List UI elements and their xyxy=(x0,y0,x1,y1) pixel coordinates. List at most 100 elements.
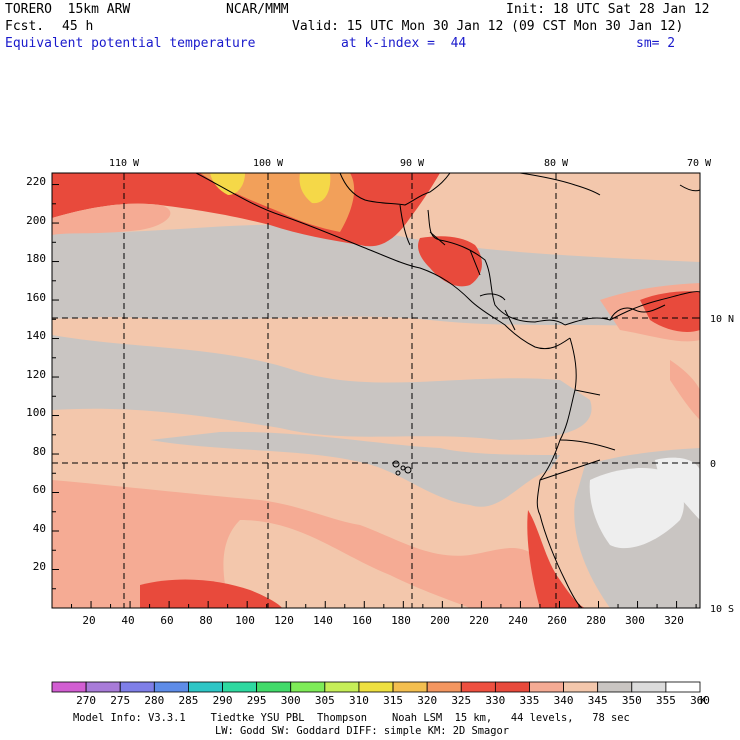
colorbar-level-label: 360 xyxy=(690,694,710,707)
left-axis-labels: 220 200 180 160 140 120 100 80 60 40 20 xyxy=(26,175,46,573)
colorbar-level-label: 280 xyxy=(144,694,164,707)
x-tick-280: 280 xyxy=(586,614,606,627)
colorbar-level-label: 290 xyxy=(213,694,233,707)
colorbar-swatch xyxy=(563,681,599,693)
field-name: Equivalent potential temperature xyxy=(5,36,256,51)
model-name: TORERO 15km ARW xyxy=(5,2,131,17)
x-tick-260: 260 xyxy=(547,614,567,627)
y-tick-120: 120 xyxy=(26,368,46,381)
colorbar-level-label: 310 xyxy=(349,694,369,707)
colorbar-swatch xyxy=(188,681,223,693)
map-frame xyxy=(51,172,701,609)
hot-peru-coast xyxy=(527,510,585,608)
colorbar-level-label: 350 xyxy=(622,694,642,707)
colorbar-swatch xyxy=(597,681,633,693)
galapagos xyxy=(392,460,412,476)
graticule xyxy=(52,173,700,608)
x-tick-200: 200 xyxy=(430,614,450,627)
valid-time: Valid: 15 UTC Mon 30 Jan 12 (09 CST Mon … xyxy=(292,19,684,34)
lon-label-100w: 100 W xyxy=(253,158,284,169)
x-tick-120: 120 xyxy=(274,614,294,627)
colorbar-swatch xyxy=(426,681,462,693)
lon-label-80w: 80 W xyxy=(544,158,569,169)
axis-ticks xyxy=(52,173,701,609)
x-tick-20: 20 xyxy=(82,614,95,627)
hot-sw-patch xyxy=(140,579,282,608)
peak-mexico xyxy=(210,173,245,195)
colorbar-level-label: 270 xyxy=(76,694,96,707)
peak-mexico-2 xyxy=(299,173,331,204)
y-tick-80: 80 xyxy=(33,445,46,458)
mexico-pacific-coast xyxy=(195,173,571,350)
hispaniola xyxy=(679,184,700,192)
y-tick-200: 200 xyxy=(26,214,46,227)
footer-physics: LW: Godd SW: Goddard DIFF: simple KM: 2D… xyxy=(215,725,509,737)
x-tick-320: 320 xyxy=(664,614,684,627)
yucatan-gulf-coast xyxy=(339,173,451,206)
x-tick-240: 240 xyxy=(508,614,528,627)
lat-label-10s: 10 S xyxy=(710,604,734,615)
colorbar-swatch xyxy=(85,681,121,693)
jamaica xyxy=(479,293,506,301)
level-index: at k-index = 44 xyxy=(341,36,467,51)
coastlines xyxy=(195,173,700,608)
x-tick-40: 40 xyxy=(121,614,134,627)
colorbar-swatch xyxy=(256,681,292,693)
warm-peach-tongue xyxy=(223,520,470,608)
theta-e-field xyxy=(52,173,700,608)
y-tick-180: 180 xyxy=(26,252,46,265)
bottom-axis-labels: 20 40 60 80 100 120 140 160 180 200 220 … xyxy=(82,614,684,627)
colorbar-level-label: 345 xyxy=(588,694,608,707)
organization: NCAR/MMM xyxy=(226,2,289,17)
colorbar-unit: K xyxy=(700,694,707,707)
grey-band-mid xyxy=(52,335,592,440)
lat-label-0: 0 xyxy=(710,459,716,470)
colorbar-swatch xyxy=(631,681,667,693)
salmon-north xyxy=(52,203,171,235)
colorbar-swatch xyxy=(494,681,530,693)
cuba xyxy=(519,173,601,196)
colorbar-swatch xyxy=(222,681,258,693)
lat-label-10n: 10 N xyxy=(710,314,734,325)
colorbar-level-label: 300 xyxy=(281,694,301,707)
colorbar-swatch xyxy=(153,681,189,693)
longitude-labels: 110 W 100 W 90 W 80 W 70 W xyxy=(109,158,712,169)
colorbar-swatch xyxy=(392,681,428,693)
x-tick-300: 300 xyxy=(625,614,645,627)
colombia-pacific xyxy=(536,337,583,608)
x-tick-60: 60 xyxy=(160,614,173,627)
colorbar-swatch xyxy=(51,681,87,693)
grey-band-north xyxy=(52,224,700,330)
colorbar-swatch xyxy=(290,681,326,693)
lon-label-110w: 110 W xyxy=(109,158,140,169)
colorbar-level-label: 340 xyxy=(554,694,574,707)
lon-label-90w: 90 W xyxy=(400,158,425,169)
white-highlands xyxy=(589,468,684,549)
x-tick-220: 220 xyxy=(469,614,489,627)
footer-model-info: Model Info: V3.3.1 Tiedtke YSU PBL Thomp… xyxy=(73,712,630,724)
colorbar-level-label: 330 xyxy=(485,694,505,707)
colorbar-level-label: 305 xyxy=(315,694,335,707)
init-time: Init: 18 UTC Sat 28 Jan 12 xyxy=(506,2,710,17)
colorbar-level-label: 325 xyxy=(451,694,471,707)
y-tick-20: 20 xyxy=(33,560,46,573)
venezuela-coast xyxy=(609,304,666,321)
smoothing: sm= 2 xyxy=(636,36,676,51)
y-tick-60: 60 xyxy=(33,483,46,496)
salmon-east xyxy=(670,360,700,420)
colorbar-swatch xyxy=(358,681,394,693)
forecast-label: Fcst. xyxy=(5,19,45,34)
colorbar-swatch xyxy=(665,681,701,693)
grey-band-south xyxy=(150,431,560,507)
y-tick-140: 140 xyxy=(26,329,46,342)
x-tick-140: 140 xyxy=(313,614,333,627)
y-tick-160: 160 xyxy=(26,291,46,304)
colorbar-level-label: 315 xyxy=(383,694,403,707)
latitude-labels: 10 N 0 10 S xyxy=(710,314,734,615)
x-tick-180: 180 xyxy=(391,614,411,627)
colorbar-swatch xyxy=(529,681,564,693)
colorbar-level-label: 285 xyxy=(178,694,198,707)
country-borders-1 xyxy=(399,204,616,481)
lon-label-70w: 70 W xyxy=(687,158,712,169)
